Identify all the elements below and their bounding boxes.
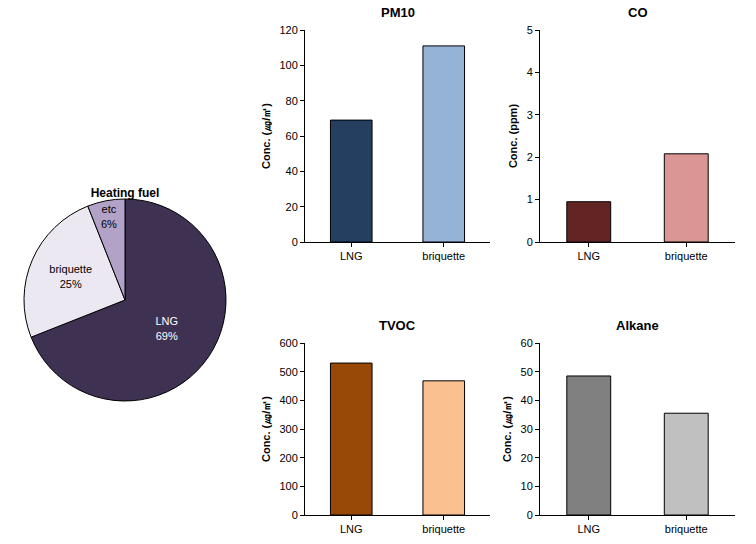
svg-text:20: 20 xyxy=(521,452,533,464)
svg-text:Heating fuel: Heating fuel xyxy=(91,186,160,200)
svg-text:100: 100 xyxy=(279,59,297,71)
svg-text:briquette: briquette xyxy=(422,523,465,535)
svg-text:CO: CO xyxy=(628,5,648,20)
svg-text:60: 60 xyxy=(286,130,298,142)
svg-text:40: 40 xyxy=(521,394,533,406)
svg-text:LNG: LNG xyxy=(340,250,363,262)
svg-text:3: 3 xyxy=(527,109,533,121)
svg-text:0: 0 xyxy=(292,509,298,521)
svg-text:20: 20 xyxy=(286,201,298,213)
svg-text:4: 4 xyxy=(527,66,533,78)
svg-text:Conc. (㎍/㎥): Conc. (㎍/㎥) xyxy=(501,396,513,462)
svg-text:30: 30 xyxy=(521,423,533,435)
svg-text:LNG: LNG xyxy=(577,523,600,535)
svg-text:Conc. (ppm): Conc. (ppm) xyxy=(507,104,519,168)
svg-text:Alkane: Alkane xyxy=(616,318,659,333)
svg-text:0: 0 xyxy=(527,509,533,521)
svg-text:80: 80 xyxy=(286,95,298,107)
svg-text:600: 600 xyxy=(279,337,297,349)
svg-text:5: 5 xyxy=(527,24,533,36)
svg-text:briquette: briquette xyxy=(422,250,465,262)
svg-text:50: 50 xyxy=(521,366,533,378)
svg-text:LNG: LNG xyxy=(340,523,363,535)
svg-text:LNG69%: LNG69% xyxy=(155,315,178,341)
svg-text:1: 1 xyxy=(527,193,533,205)
svg-text:briquette25%: briquette25% xyxy=(49,263,92,289)
svg-text:Conc. (㎍/㎥): Conc. (㎍/㎥) xyxy=(260,396,272,462)
svg-text:40: 40 xyxy=(286,165,298,177)
svg-text:PM10: PM10 xyxy=(381,5,415,20)
svg-text:TVOC: TVOC xyxy=(379,318,416,333)
svg-text:LNG: LNG xyxy=(577,250,600,262)
svg-text:100: 100 xyxy=(279,480,297,492)
svg-text:300: 300 xyxy=(279,423,297,435)
svg-text:10: 10 xyxy=(521,480,533,492)
svg-text:200: 200 xyxy=(279,452,297,464)
svg-text:400: 400 xyxy=(279,394,297,406)
svg-text:Conc. (㎍/㎥): Conc. (㎍/㎥) xyxy=(260,103,272,169)
svg-text:60: 60 xyxy=(521,337,533,349)
svg-text:500: 500 xyxy=(279,366,297,378)
svg-text:120: 120 xyxy=(279,24,297,36)
svg-text:briquette: briquette xyxy=(665,250,708,262)
svg-text:2: 2 xyxy=(527,151,533,163)
svg-text:etc6%: etc6% xyxy=(101,203,117,229)
svg-text:0: 0 xyxy=(527,236,533,248)
svg-text:0: 0 xyxy=(292,236,298,248)
svg-text:briquette: briquette xyxy=(665,523,708,535)
